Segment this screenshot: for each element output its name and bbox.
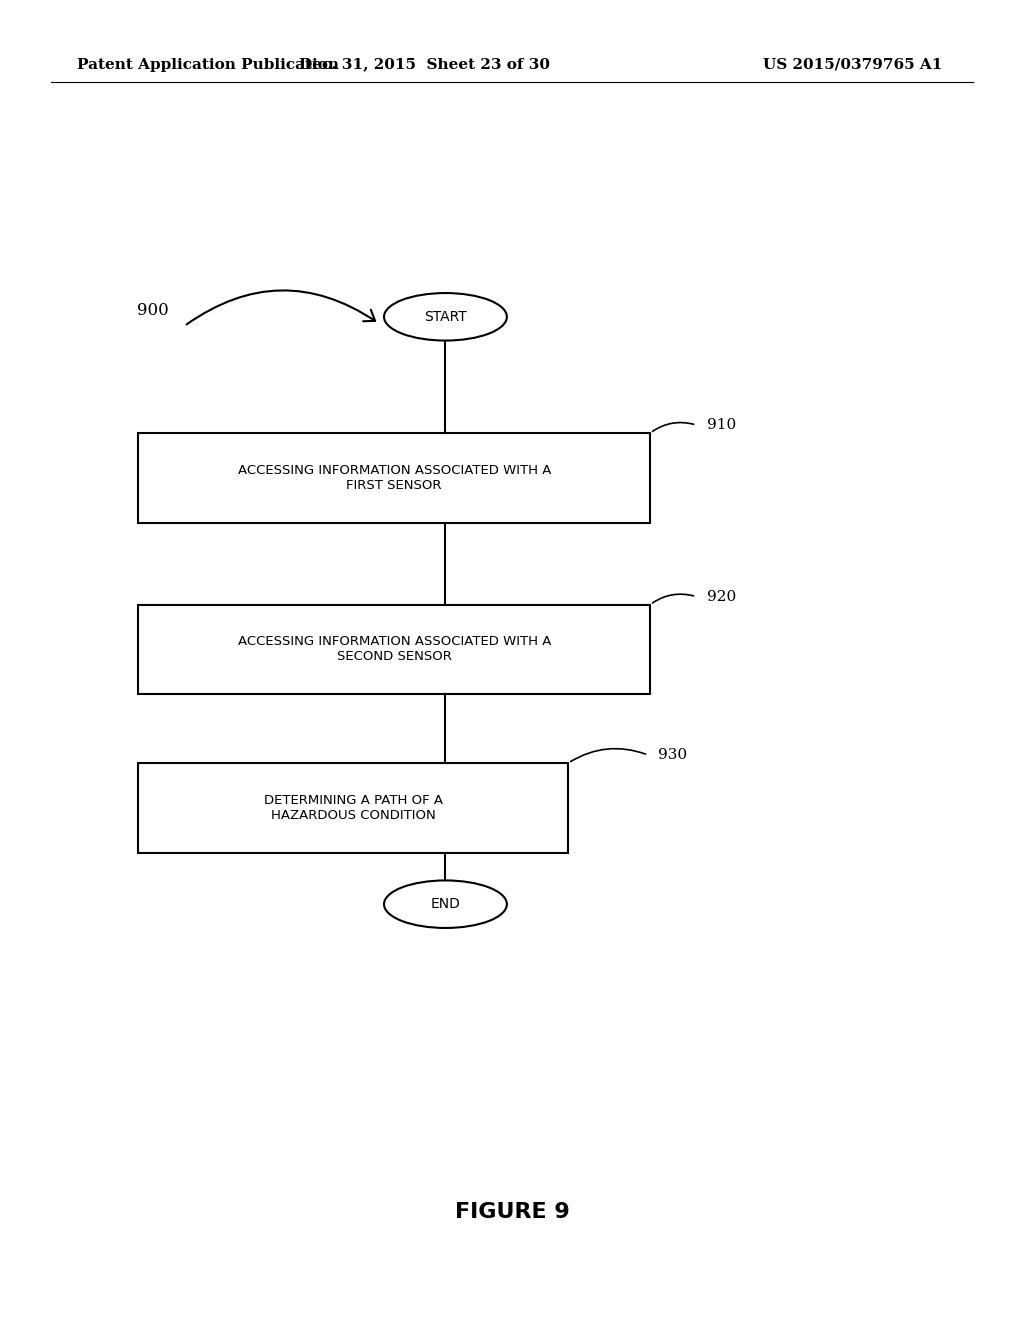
Text: ACCESSING INFORMATION ASSOCIATED WITH A
FIRST SENSOR: ACCESSING INFORMATION ASSOCIATED WITH A … — [238, 463, 551, 492]
Text: 900: 900 — [137, 302, 169, 318]
Text: 920: 920 — [707, 590, 736, 603]
Text: FIGURE 9: FIGURE 9 — [455, 1201, 569, 1222]
FancyArrowPatch shape — [570, 748, 645, 762]
Text: 930: 930 — [658, 748, 687, 762]
Text: US 2015/0379765 A1: US 2015/0379765 A1 — [763, 58, 942, 71]
Text: Dec. 31, 2015  Sheet 23 of 30: Dec. 31, 2015 Sheet 23 of 30 — [299, 58, 551, 71]
FancyArrowPatch shape — [186, 290, 375, 325]
Text: END: END — [430, 898, 461, 911]
FancyArrowPatch shape — [652, 594, 693, 603]
Text: START: START — [424, 310, 467, 323]
Text: DETERMINING A PATH OF A
HAZARDOUS CONDITION: DETERMINING A PATH OF A HAZARDOUS CONDIT… — [264, 793, 442, 822]
Text: Patent Application Publication: Patent Application Publication — [77, 58, 339, 71]
FancyArrowPatch shape — [652, 422, 693, 432]
Text: 910: 910 — [707, 418, 736, 432]
Text: ACCESSING INFORMATION ASSOCIATED WITH A
SECOND SENSOR: ACCESSING INFORMATION ASSOCIATED WITH A … — [238, 635, 551, 664]
